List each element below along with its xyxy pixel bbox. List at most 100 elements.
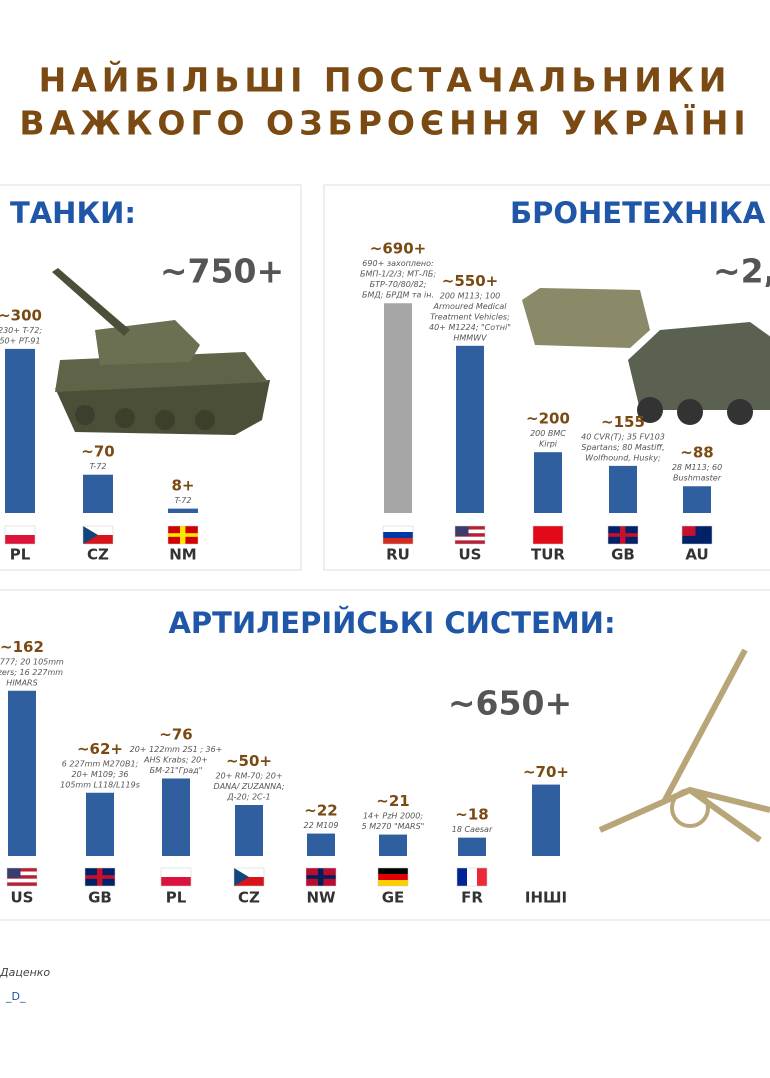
- category-label: RU: [386, 546, 410, 564]
- flag-border: [456, 867, 488, 887]
- flag: [377, 867, 409, 887]
- panel-total: ~750+: [160, 252, 284, 291]
- bar-note: 40+ M1224; "Сотні": [429, 323, 511, 332]
- flag: [6, 867, 38, 887]
- bar: [307, 833, 335, 856]
- flag: [305, 867, 337, 887]
- bar-note: 14+ PzH 2000;: [363, 812, 423, 821]
- flag: [532, 525, 564, 545]
- flag-stripe: [477, 868, 487, 886]
- bar: [458, 837, 486, 856]
- flag-stripe: [455, 533, 485, 537]
- flag-border: [305, 867, 337, 887]
- tank-image: [52, 268, 270, 435]
- flag-stripe: [533, 526, 563, 544]
- category-label: GB: [88, 889, 112, 907]
- bar: [8, 690, 36, 856]
- bar: [384, 303, 412, 513]
- panel-title: БРОНЕТЕХНІКА: [510, 196, 766, 230]
- bar-note: БТР-70/80/82;: [370, 280, 427, 289]
- bar-note: T-72: [175, 496, 192, 505]
- page-title: ВАЖКОГО ОЗБРОЄННЯ УКРАЇНІ: [19, 103, 750, 143]
- category-label: PL: [10, 546, 31, 564]
- category-label: FR: [461, 889, 483, 907]
- category-label: CZ: [87, 546, 109, 564]
- bar-note: HIMARS: [6, 678, 37, 687]
- bar-note: 200 BMC: [530, 429, 566, 438]
- bar-note: 18 Caesar: [452, 825, 493, 834]
- value-label: ~155: [601, 413, 645, 431]
- category-label: NM: [169, 546, 196, 564]
- flag: [233, 867, 265, 887]
- bar-note: 20+ 122mm 2S1 ; 36+: [130, 745, 223, 754]
- bar-note: БМ-21"Град": [150, 766, 203, 775]
- flag-cross: [318, 868, 324, 886]
- bar: [609, 465, 637, 513]
- value-label: ~300: [0, 306, 42, 324]
- flag-stripe: [383, 526, 413, 532]
- bar-note: Д-20; 2С-1: [226, 793, 270, 802]
- flag-stripe: [7, 882, 37, 886]
- flag-stripe: [455, 536, 485, 541]
- bar: [162, 778, 190, 856]
- flag-stripe: [378, 868, 408, 874]
- bar-note: HMMWV: [453, 333, 487, 342]
- flag-canton: [682, 526, 696, 536]
- flag-cross: [97, 868, 103, 886]
- flag-stripe: [7, 878, 37, 883]
- flag-stripe: [455, 526, 485, 530]
- flag: [84, 867, 116, 887]
- value-label: ~18: [455, 806, 488, 824]
- bar: [86, 792, 114, 856]
- bar-note: owitzers; 16 227mm: [0, 668, 63, 677]
- bar-note: БМП-1/2/3; МТ-ЛБ;: [360, 270, 436, 279]
- category-label: TUR: [531, 546, 565, 564]
- category-label: CZ: [238, 889, 260, 907]
- value-label: ~21: [376, 792, 409, 810]
- flag-stripe: [161, 877, 191, 886]
- category-label: NW: [306, 889, 336, 907]
- flag-stripe: [467, 868, 477, 886]
- flag-border: [167, 525, 199, 545]
- flag-canton: [455, 526, 469, 536]
- panel-total: ~2,3: [713, 252, 770, 291]
- bar-note: Bushmaster: [673, 474, 722, 483]
- flag-border: [82, 525, 114, 545]
- flag-stripe: [5, 526, 35, 535]
- flag: [681, 525, 713, 545]
- bar-note: Wolfhound, Husky;: [585, 453, 661, 462]
- flag: [382, 525, 414, 545]
- bar: [532, 784, 560, 856]
- value-label: ~162: [0, 638, 44, 656]
- value-label: ~76: [159, 725, 192, 743]
- bar-note: 22 M109: [304, 821, 339, 830]
- flag-stripe: [234, 877, 264, 886]
- bar-note: DANA/ ZUZANNA;: [214, 782, 285, 791]
- bar: [456, 345, 484, 513]
- bar-note: Spartans; 80 Mastiff,: [581, 443, 664, 452]
- flag-border: [233, 867, 265, 887]
- flag: [160, 867, 192, 887]
- bar-note: AHS Krabs; 20+: [143, 755, 208, 764]
- bar-note: 26 M777; 20 105mm: [0, 657, 64, 666]
- flag-border: [382, 525, 414, 545]
- bar-note: 200 M113; 100: [440, 291, 501, 300]
- flag: [607, 525, 639, 545]
- bar-note: 50+ PT-91: [0, 336, 41, 345]
- value-label: ~70: [81, 443, 114, 461]
- flag-triangle: [234, 868, 249, 886]
- flag-stripe: [383, 538, 413, 544]
- vehicle-image: [522, 288, 770, 425]
- flag-stripe: [7, 875, 37, 879]
- flag-triangle: [83, 526, 98, 544]
- flag: [167, 525, 199, 545]
- howitzer-image: [598, 648, 770, 843]
- flag-border: [532, 525, 564, 545]
- panel: [0, 589, 770, 921]
- value-label: 8+: [171, 477, 194, 495]
- value-label: ~550+: [442, 272, 498, 290]
- value-label: ~50+: [226, 752, 272, 770]
- flag-border: [454, 525, 486, 545]
- panel-title: ТАНКИ:: [10, 196, 136, 230]
